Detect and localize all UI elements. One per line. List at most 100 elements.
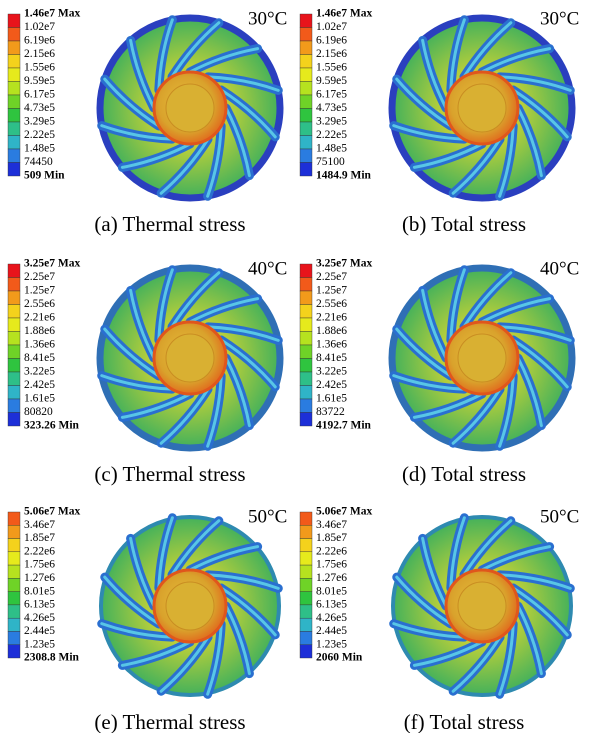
legend-label: 1.75e6 xyxy=(24,559,55,571)
legend-swatch xyxy=(299,13,313,28)
impeller-blade-edge xyxy=(395,77,453,128)
legend-label: 6.19e6 xyxy=(24,35,55,47)
legend-swatch xyxy=(7,604,21,619)
impeller-blade-edge xyxy=(421,38,448,110)
impeller-blade-edge xyxy=(170,519,221,577)
legend-label: 75100 xyxy=(316,156,345,168)
legend-label: 3.46e7 xyxy=(24,519,55,531)
impeller-blade-edge xyxy=(516,356,543,428)
impeller-ring xyxy=(99,515,281,697)
impeller-blade-edge xyxy=(392,374,466,391)
legend-label: 2.22e5 xyxy=(316,129,347,141)
impeller-blade-edge xyxy=(129,38,156,110)
legend-label: 5.06e7 Max xyxy=(24,506,80,518)
legend-swatch xyxy=(299,385,313,400)
impeller-blade-edge xyxy=(516,604,543,676)
impeller-hub-cap xyxy=(165,333,215,383)
impeller-blade-edge xyxy=(498,325,572,342)
legend-label: 2.42e5 xyxy=(316,379,347,391)
legend-label: 3.29e5 xyxy=(316,116,347,128)
legend-label: 1.48e5 xyxy=(24,143,55,155)
legend-swatch xyxy=(7,40,21,55)
impeller-blade-edge xyxy=(412,142,484,169)
impeller-blade-edge xyxy=(516,106,543,178)
panel-caption: (a) Thermal stress xyxy=(94,212,245,236)
impeller-blade-edge xyxy=(449,18,466,92)
impeller-blade-edge xyxy=(120,640,192,667)
legend-swatch xyxy=(7,290,21,305)
legend-label: 2.22e5 xyxy=(24,129,55,141)
legend-swatch xyxy=(299,304,313,319)
legend-label: 1.85e7 xyxy=(24,532,55,544)
impeller-blade-edge xyxy=(392,124,466,141)
legend-swatch xyxy=(299,344,313,359)
legend-label: 6.13e5 xyxy=(316,599,347,611)
impeller-blade-edge xyxy=(421,536,448,608)
impeller-blade-edge xyxy=(188,47,260,74)
legend-label: 9.59e5 xyxy=(24,75,55,87)
legend-swatch xyxy=(299,290,313,305)
legend-swatch xyxy=(7,385,21,400)
legend-swatch xyxy=(7,162,21,177)
impeller-blade-edge xyxy=(480,297,552,324)
impeller-blade-edge xyxy=(412,640,484,667)
legend-swatch xyxy=(7,54,21,69)
legend-label: 6.19e6 xyxy=(316,35,347,47)
legend-label: 1.85e7 xyxy=(316,532,347,544)
legend-label: 74450 xyxy=(24,156,53,168)
legend-label: 2.25e7 xyxy=(316,271,347,283)
legend-label: 2.44e5 xyxy=(316,625,347,637)
legend-label: 1.27e6 xyxy=(24,572,55,584)
legend-label: 509 Min xyxy=(24,170,65,182)
legend-label: 1.61e5 xyxy=(316,393,347,405)
impeller-blade-edge xyxy=(498,573,572,590)
impeller-blade-edge xyxy=(170,21,221,79)
legend-label: 6.17e5 xyxy=(24,89,55,101)
legend-label: 3.29e5 xyxy=(24,116,55,128)
legend-swatch xyxy=(299,81,313,96)
legend-label: 3.25e7 Max xyxy=(316,258,372,270)
legend-swatch xyxy=(7,94,21,109)
impeller-blade-edge xyxy=(206,622,223,696)
impeller-blade-edge xyxy=(480,545,552,572)
impeller-blade-edge xyxy=(395,327,453,378)
impeller-blade-edge xyxy=(498,374,515,448)
impeller-blade-edge xyxy=(421,288,448,360)
impeller-hub-cap xyxy=(165,581,215,631)
legend-swatch xyxy=(7,631,21,645)
legend-label: 4192.7 Min xyxy=(316,420,372,432)
legend-label: 6.13e5 xyxy=(24,599,55,611)
legend-label: 83722 xyxy=(316,406,345,418)
legend-swatch xyxy=(299,511,313,526)
legend-swatch xyxy=(299,67,313,82)
legend-label: 1.61e5 xyxy=(24,393,55,405)
legend-swatch xyxy=(299,398,313,413)
legend-label: 2060 Min xyxy=(316,652,363,664)
impeller-blade-edge xyxy=(462,271,513,329)
temperature-label: 50°C xyxy=(540,506,579,527)
impeller-blade-edge xyxy=(188,545,260,572)
legend-swatch xyxy=(299,644,313,659)
impeller-blade-edge xyxy=(462,21,513,79)
impeller-blade-edge xyxy=(159,387,210,445)
impeller-blade-edge xyxy=(188,297,260,324)
impeller-blade-edge xyxy=(511,586,569,637)
legend-label: 1.88e6 xyxy=(24,325,55,337)
legend-swatch xyxy=(299,148,313,163)
legend-label: 323.26 Min xyxy=(24,420,80,432)
impeller-blade-edge xyxy=(157,18,174,92)
legend-swatch xyxy=(299,317,313,332)
impeller-blade-edge xyxy=(100,374,174,391)
legend-swatch xyxy=(299,358,313,373)
legend-label: 2.15e6 xyxy=(316,48,347,60)
legend-swatch xyxy=(7,617,21,632)
impeller-blade-edge xyxy=(511,338,569,389)
legend-swatch xyxy=(299,564,313,579)
legend-swatch xyxy=(299,108,313,123)
legend-swatch xyxy=(7,148,21,163)
temperature-label: 40°C xyxy=(540,258,579,279)
